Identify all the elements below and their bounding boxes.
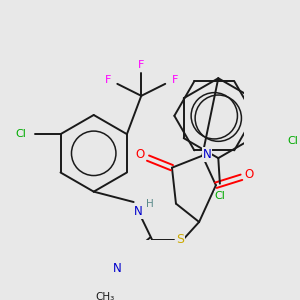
Text: CH₃: CH₃ [95, 292, 115, 300]
Text: N: N [113, 262, 122, 275]
Text: O: O [245, 168, 254, 181]
Text: F: F [138, 61, 145, 70]
Text: Cl: Cl [15, 129, 26, 139]
Text: Cl: Cl [214, 191, 225, 201]
Text: F: F [105, 75, 111, 85]
Text: N: N [203, 148, 212, 160]
Text: S: S [176, 233, 184, 246]
Text: Cl: Cl [287, 136, 298, 146]
Text: O: O [135, 148, 145, 161]
Text: N: N [134, 205, 143, 218]
Text: F: F [172, 75, 178, 85]
Text: H: H [146, 199, 154, 208]
